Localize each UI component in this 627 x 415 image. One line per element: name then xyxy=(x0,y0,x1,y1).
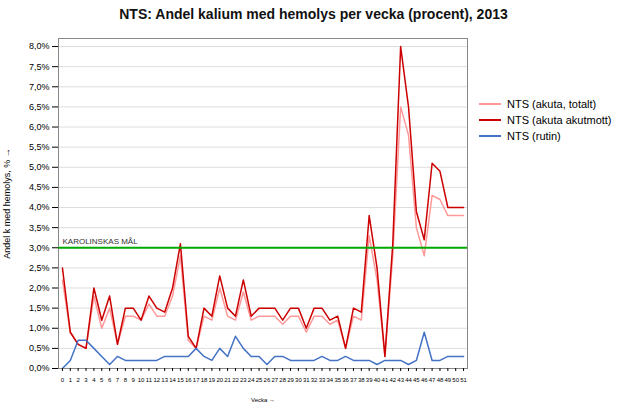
html-text:NTS: Andel kalium med hemolys: NTS: Andel kalium med hemolys per vecka … xyxy=(119,6,508,22)
svg-text:0: 0 xyxy=(61,377,65,383)
svg-text:7,5%: 7,5% xyxy=(29,62,50,72)
svg-text:2,0%: 2,0% xyxy=(29,283,50,293)
svg-text:10: 10 xyxy=(138,377,145,383)
svg-text:28: 28 xyxy=(279,377,286,383)
svg-text:1,5%: 1,5% xyxy=(29,303,50,313)
svg-text:41: 41 xyxy=(382,377,389,383)
svg-text:32: 32 xyxy=(311,377,318,383)
svg-text:4,0%: 4,0% xyxy=(29,202,50,212)
svg-text:4: 4 xyxy=(92,377,96,383)
svg-text:15: 15 xyxy=(177,377,184,383)
svg-text:1,0%: 1,0% xyxy=(29,323,50,333)
svg-text:31: 31 xyxy=(303,377,310,383)
svg-text:30: 30 xyxy=(295,377,302,383)
svg-text:Andel k med hemolys, % →: Andel k med hemolys, % → xyxy=(2,148,12,259)
svg-text:1: 1 xyxy=(69,377,73,383)
svg-text:33: 33 xyxy=(319,377,326,383)
svg-text:6,5%: 6,5% xyxy=(29,102,50,112)
svg-text:5,0%: 5,0% xyxy=(29,162,50,172)
svg-text:23: 23 xyxy=(240,377,247,383)
svg-text:46: 46 xyxy=(421,377,428,383)
svg-text:43: 43 xyxy=(397,377,404,383)
svg-text:8: 8 xyxy=(124,377,128,383)
svg-text:13: 13 xyxy=(161,377,168,383)
svg-text:20: 20 xyxy=(216,377,223,383)
svg-text:35: 35 xyxy=(334,377,341,383)
svg-text:3: 3 xyxy=(84,377,88,383)
svg-text:44: 44 xyxy=(405,377,412,383)
svg-text:42: 42 xyxy=(389,377,396,383)
svg-text:36: 36 xyxy=(342,377,349,383)
svg-text:KAROLINSKAS MÅL: KAROLINSKAS MÅL xyxy=(63,237,139,246)
svg-text:47: 47 xyxy=(429,377,436,383)
svg-text:9: 9 xyxy=(132,377,136,383)
svg-text:51: 51 xyxy=(460,377,467,383)
svg-text:18: 18 xyxy=(201,377,208,383)
svg-text:27: 27 xyxy=(271,377,278,383)
svg-text:8,0%: 8,0% xyxy=(29,41,50,51)
svg-text:16: 16 xyxy=(185,377,192,383)
svg-text:25: 25 xyxy=(256,377,263,383)
svg-text:3,5%: 3,5% xyxy=(29,223,50,233)
html-text:NTS (akuta akutmott): NTS (akuta akutmott) xyxy=(507,114,612,126)
svg-text:2: 2 xyxy=(76,377,80,383)
svg-text:5: 5 xyxy=(100,377,104,383)
svg-text:2,5%: 2,5% xyxy=(29,263,50,273)
svg-text:7,0%: 7,0% xyxy=(29,82,50,92)
svg-text:11: 11 xyxy=(146,377,153,383)
svg-text:5,5%: 5,5% xyxy=(29,142,50,152)
svg-text:48: 48 xyxy=(437,377,444,383)
svg-text:4,5%: 4,5% xyxy=(29,182,50,192)
svg-text:26: 26 xyxy=(264,377,271,383)
svg-text:50: 50 xyxy=(452,377,459,383)
svg-text:Vecka →: Vecka → xyxy=(251,397,275,403)
svg-text:38: 38 xyxy=(358,377,365,383)
svg-text:45: 45 xyxy=(413,377,420,383)
svg-text:6: 6 xyxy=(108,377,112,383)
svg-text:29: 29 xyxy=(287,377,294,383)
svg-text:34: 34 xyxy=(327,377,334,383)
svg-text:3,0%: 3,0% xyxy=(29,243,50,253)
svg-text:14: 14 xyxy=(169,377,176,383)
svg-text:21: 21 xyxy=(224,377,231,383)
svg-text:12: 12 xyxy=(153,377,160,383)
html-text:NTS (akuta, totalt): NTS (akuta, totalt) xyxy=(507,98,597,110)
svg-text:49: 49 xyxy=(444,377,451,383)
svg-text:37: 37 xyxy=(350,377,357,383)
svg-text:22: 22 xyxy=(232,377,239,383)
svg-text:0,5%: 0,5% xyxy=(29,343,50,353)
svg-text:39: 39 xyxy=(366,377,373,383)
html-text:NTS (rutin): NTS (rutin) xyxy=(507,130,561,142)
svg-text:0,0%: 0,0% xyxy=(29,363,50,373)
svg-text:19: 19 xyxy=(209,377,216,383)
svg-text:40: 40 xyxy=(374,377,381,383)
svg-text:6,0%: 6,0% xyxy=(29,122,50,132)
svg-text:7: 7 xyxy=(116,377,120,383)
svg-text:17: 17 xyxy=(193,377,200,383)
svg-text:24: 24 xyxy=(248,377,255,383)
